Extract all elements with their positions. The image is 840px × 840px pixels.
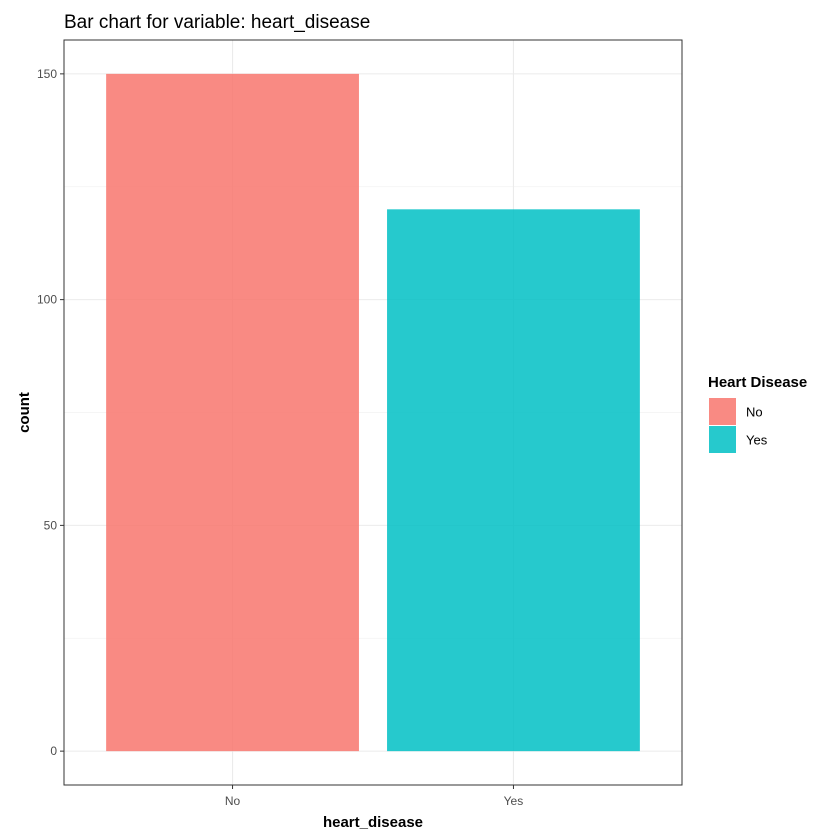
bar-yes: [387, 209, 640, 752]
y-axis: 0 50 100 150: [37, 67, 64, 758]
x-tick-label: Yes: [504, 794, 524, 808]
bars: [106, 73, 640, 752]
y-tick-label: 0: [50, 744, 57, 758]
legend: Heart Disease No Yes: [708, 374, 807, 453]
y-axis-title: count: [16, 392, 33, 433]
chart-title: Bar chart for variable: heart_disease: [64, 12, 370, 33]
panel-border: [63, 39, 683, 786]
y-tick-label: 100: [37, 293, 57, 307]
legend-key-no: [709, 398, 736, 425]
bar-no: [106, 73, 359, 752]
legend-title: Heart Disease: [708, 374, 807, 391]
legend-label-yes: Yes: [746, 433, 768, 448]
legend-items: No Yes: [709, 398, 768, 453]
legend-key-yes: [709, 426, 736, 453]
y-tick-label: 50: [44, 518, 58, 532]
x-tick-label: No: [225, 794, 241, 808]
legend-label-no: No: [746, 405, 763, 420]
x-axis-title: heart_disease: [323, 814, 423, 831]
x-axis: No Yes: [225, 785, 523, 808]
y-tick-label: 150: [37, 67, 57, 81]
